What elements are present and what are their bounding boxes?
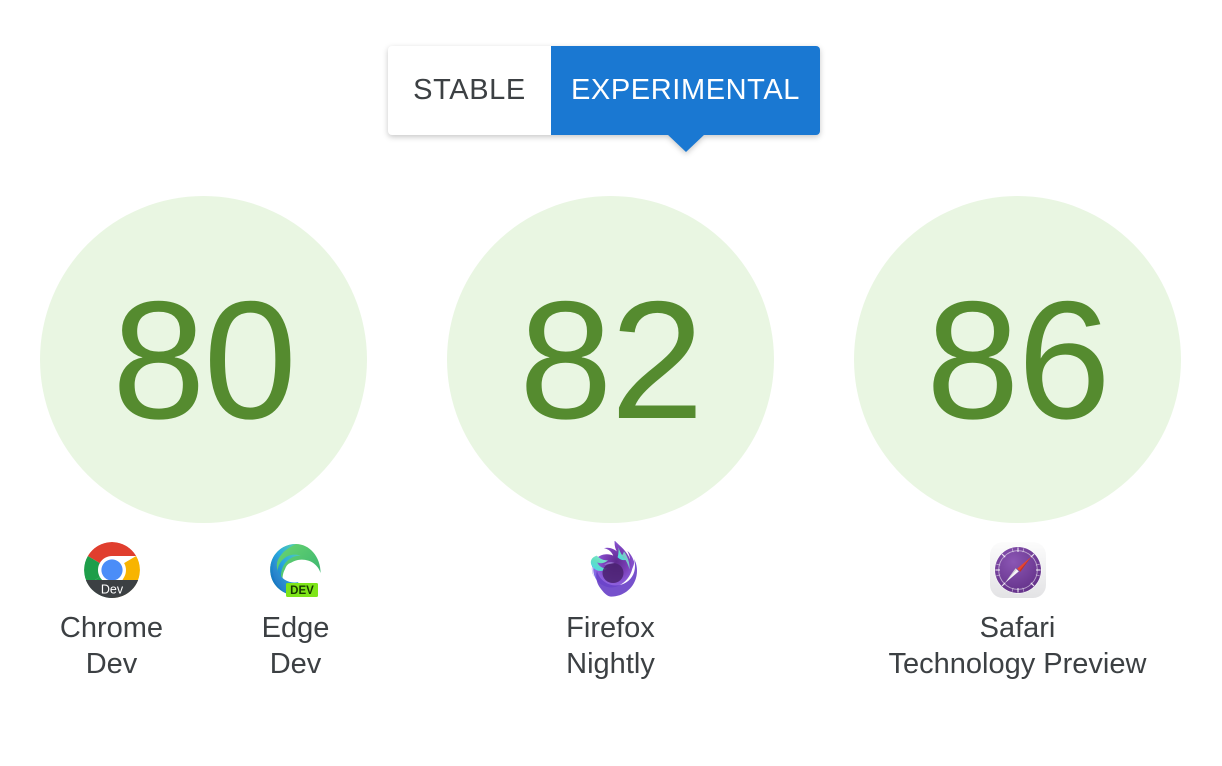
browser-name: Edge Dev bbox=[261, 612, 330, 680]
score-column-firefox: 82 bbox=[407, 196, 814, 682]
score-value: 80 bbox=[112, 265, 297, 454]
browser-list: Dev Chrome Dev bbox=[0, 539, 407, 682]
browser-edge-dev[interactable]: DEV Edge Dev bbox=[204, 539, 388, 682]
score-bubble: 86 bbox=[854, 196, 1181, 523]
tab-stable[interactable]: STABLE bbox=[388, 46, 551, 135]
browser-name: Safari Technology Preview bbox=[888, 612, 1147, 680]
score-value: 82 bbox=[519, 265, 704, 454]
svg-text:DEV: DEV bbox=[290, 585, 314, 597]
browser-list: Safari Technology Preview bbox=[814, 539, 1221, 682]
browser-chrome-dev[interactable]: Dev Chrome Dev bbox=[20, 539, 204, 682]
browser-name: Chrome Dev bbox=[59, 612, 164, 680]
tab-stable-label: STABLE bbox=[413, 74, 526, 106]
selected-tab-pointer-icon bbox=[666, 134, 705, 152]
safari-technology-preview-icon bbox=[987, 539, 1049, 601]
firefox-nightly-icon bbox=[580, 539, 642, 601]
browser-name: Firefox Nightly bbox=[566, 612, 655, 680]
score-value: 86 bbox=[926, 265, 1111, 454]
score-columns: 80 bbox=[0, 196, 1222, 682]
browser-list: Firefox Nightly bbox=[407, 539, 814, 682]
browser-firefox-nightly[interactable]: Firefox Nightly bbox=[519, 539, 703, 682]
svg-text:Dev: Dev bbox=[100, 583, 123, 597]
channel-tab-switcher: STABLE EXPERIMENTAL bbox=[388, 46, 820, 152]
edge-dev-icon: DEV bbox=[265, 539, 327, 601]
score-column-chromium: 80 bbox=[0, 196, 407, 682]
score-bubble: 80 bbox=[40, 196, 367, 523]
tab-experimental[interactable]: EXPERIMENTAL bbox=[551, 46, 820, 152]
score-bubble: 82 bbox=[447, 196, 774, 523]
chrome-dev-icon: Dev bbox=[81, 539, 143, 601]
score-column-safari: 86 bbox=[814, 196, 1221, 682]
browser-safari-technology-preview[interactable]: Safari Technology Preview bbox=[838, 539, 1198, 682]
tab-experimental-label: EXPERIMENTAL bbox=[570, 74, 801, 106]
